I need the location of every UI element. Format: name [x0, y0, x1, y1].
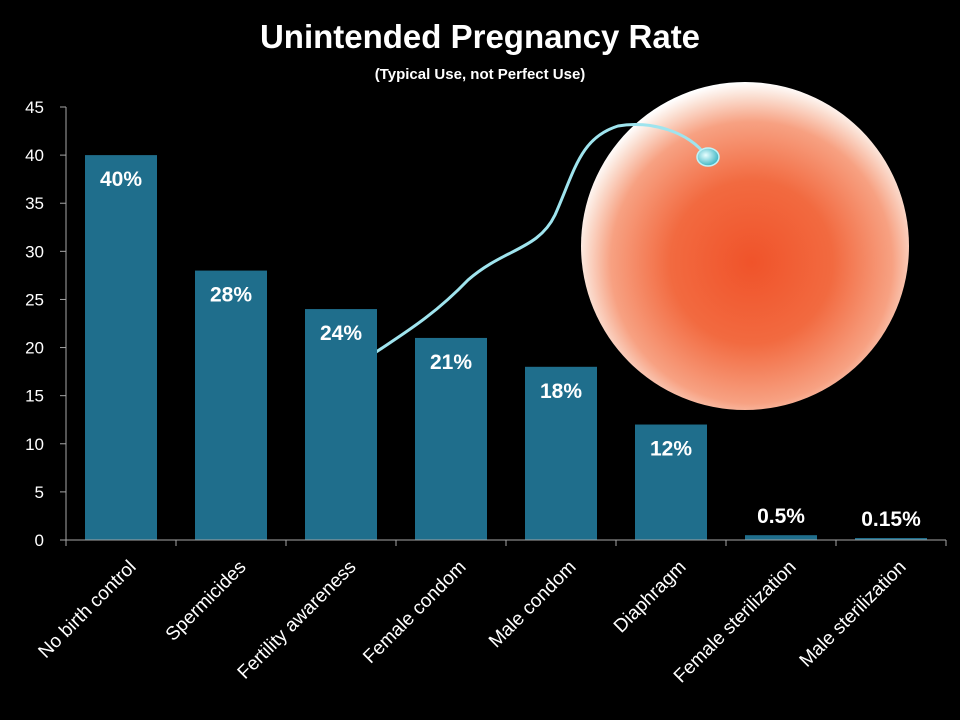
data-label: 0.15%	[861, 508, 921, 531]
data-label: 24%	[320, 322, 362, 345]
data-label: 28%	[210, 284, 252, 307]
bar	[305, 309, 377, 540]
chart-title: Unintended Pregnancy Rate	[260, 18, 700, 55]
x-category-label: Spermicides	[162, 557, 251, 646]
data-label: 0.5%	[757, 505, 805, 528]
data-label: 12%	[650, 438, 692, 461]
x-category-label: Male sterilization	[796, 557, 911, 672]
y-tick-label: 40	[25, 146, 44, 165]
chart-subtitle: (Typical Use, not Perfect Use)	[375, 66, 586, 83]
bar	[855, 538, 927, 540]
x-category-label: Male condom	[485, 557, 581, 653]
bar	[85, 155, 157, 540]
y-tick-label: 0	[35, 531, 44, 550]
egg-cell	[581, 82, 909, 410]
x-category-label: Female condom	[359, 557, 470, 668]
x-category-label: Diaphragm	[610, 557, 691, 638]
bar	[525, 366, 597, 540]
x-category-label: Female sterilization	[670, 557, 801, 688]
bars	[85, 155, 927, 540]
egg-and-sperm-illustration	[336, 82, 909, 410]
sperm-head	[696, 147, 720, 167]
y-tick-label: 35	[25, 194, 44, 213]
data-label: 40%	[100, 168, 142, 191]
y-axis: 0 5 10 15 20 25 30 35 40 45	[25, 98, 67, 550]
data-label: 18%	[540, 380, 582, 403]
data-labels: 40% 28% 24% 21% 18% 12% 0.5% 0.15%	[100, 168, 921, 531]
bar	[195, 270, 267, 540]
y-tick-label: 5	[35, 483, 44, 502]
sperm-tail	[336, 122, 708, 382]
bar	[635, 424, 707, 540]
y-tick-label: 25	[25, 290, 44, 309]
bar	[415, 337, 487, 540]
bar	[745, 535, 817, 540]
y-tick-label: 45	[25, 98, 44, 117]
x-category-label: Fertility awareness	[234, 557, 361, 684]
y-tick-label: 15	[25, 387, 44, 406]
y-tick-label: 30	[25, 242, 44, 261]
y-tick-label: 20	[25, 339, 44, 358]
x-category-label: No birth control	[35, 557, 141, 663]
y-tick-label: 10	[25, 435, 44, 454]
data-label: 21%	[430, 351, 472, 374]
